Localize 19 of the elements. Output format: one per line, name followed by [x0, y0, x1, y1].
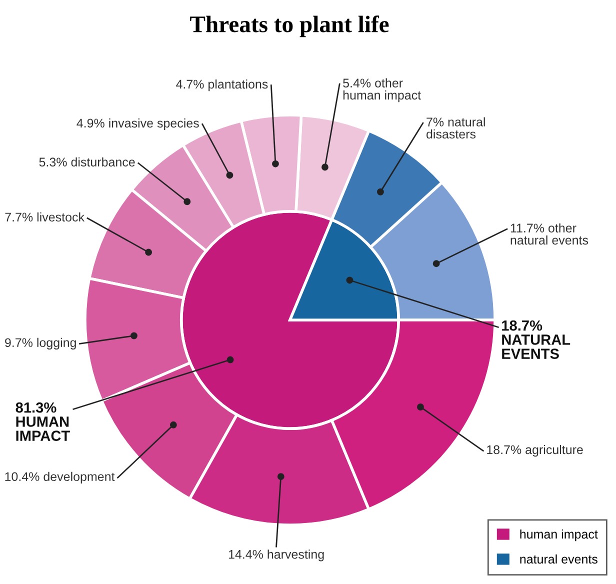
text: 7% natural: [426, 117, 485, 126]
text: 9.7% logging: [5, 338, 76, 350]
text: 4.7% plantations: [176, 79, 268, 92]
text: 11.7% other: [510, 223, 576, 233]
text: 14.4% harvesting: [228, 550, 324, 562]
text: 10.4% development: [5, 472, 115, 484]
category-label: disasters: [426, 129, 476, 139]
legend-label: human impact: [520, 529, 598, 542]
text: 5.3% disturbance: [39, 157, 135, 167]
text: 18.7% agriculture: [487, 444, 583, 457]
legend-label: natural events: [520, 554, 598, 564]
text: 4.9% invasive species: [76, 118, 199, 130]
text: 5.4% other: [343, 78, 403, 88]
data-label: 18.7% NATURAL EVENTS: [502, 320, 570, 359]
text: 7.7% livestock: [5, 212, 85, 222]
chart-title: Threats to plant life: [190, 15, 389, 38]
data-label: 81.3% HUMAN IMPACT: [16, 402, 70, 441]
category-label: natural events: [510, 235, 588, 245]
category-label: human impact: [343, 90, 421, 102]
